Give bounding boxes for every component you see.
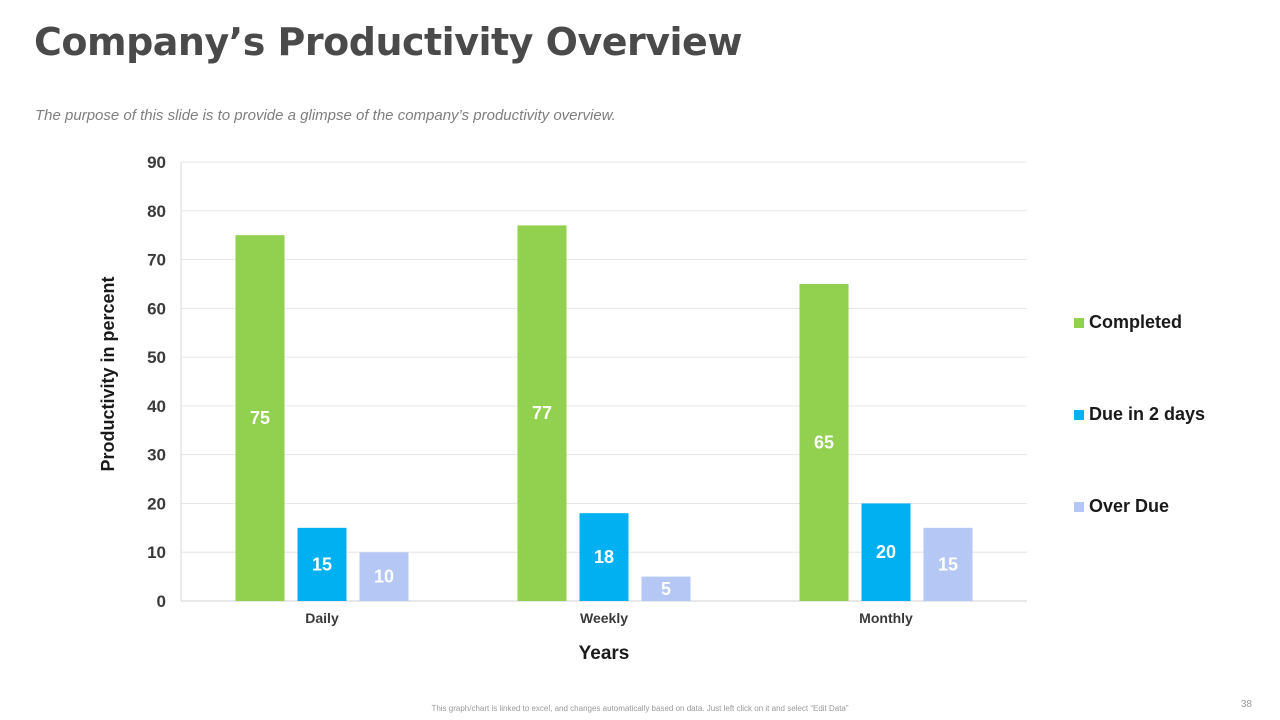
bar: [517, 225, 567, 601]
slide-subtitle: The purpose of this slide is to provide …: [35, 107, 616, 124]
data-label: 15: [938, 554, 958, 574]
y-tick-label: 10: [147, 543, 166, 562]
x-tick-label: Monthly: [859, 610, 913, 626]
legend-swatch: [1074, 502, 1084, 512]
bar: [641, 576, 691, 601]
slide-title: Company’s Productivity Overview: [34, 20, 742, 64]
bar: [861, 503, 911, 601]
data-label: 18: [594, 547, 614, 567]
y-tick-label: 70: [147, 251, 166, 270]
bar: [297, 527, 347, 601]
y-tick-label: 30: [147, 446, 166, 465]
x-tick-label: Daily: [305, 610, 339, 626]
legend-swatch: [1074, 318, 1084, 328]
x-tick-label: Weekly: [580, 610, 628, 626]
page-number: 38: [1240, 699, 1252, 710]
bar: [579, 513, 629, 601]
y-tick-label: 0: [157, 592, 166, 611]
y-tick-label: 60: [147, 299, 166, 318]
data-label: 15: [312, 554, 332, 574]
legend-label: Over Due: [1089, 496, 1169, 516]
data-label: 77: [532, 403, 552, 423]
y-tick-label: 80: [147, 202, 166, 221]
bar: [235, 235, 285, 601]
bar: [799, 283, 849, 601]
footer-note: This graph/chart is linked to excel, and…: [431, 704, 849, 713]
x-axis-title: Years: [579, 643, 630, 664]
data-label: 75: [250, 408, 270, 428]
legend-label: Due in 2 days: [1089, 404, 1205, 424]
y-tick-label: 50: [147, 348, 166, 367]
legend-label: Completed: [1089, 312, 1182, 332]
bar: [359, 552, 409, 601]
y-tick-label: 20: [147, 494, 166, 513]
y-axis-title: Productivity in percent: [98, 276, 118, 471]
data-label: 65: [814, 432, 834, 452]
y-tick-label: 40: [147, 397, 166, 416]
data-label: 10: [374, 567, 394, 587]
data-label: 20: [876, 542, 896, 562]
y-tick-label: 90: [147, 153, 166, 172]
legend-swatch: [1074, 410, 1084, 420]
bar: [923, 527, 973, 601]
data-label: 5: [661, 579, 671, 599]
